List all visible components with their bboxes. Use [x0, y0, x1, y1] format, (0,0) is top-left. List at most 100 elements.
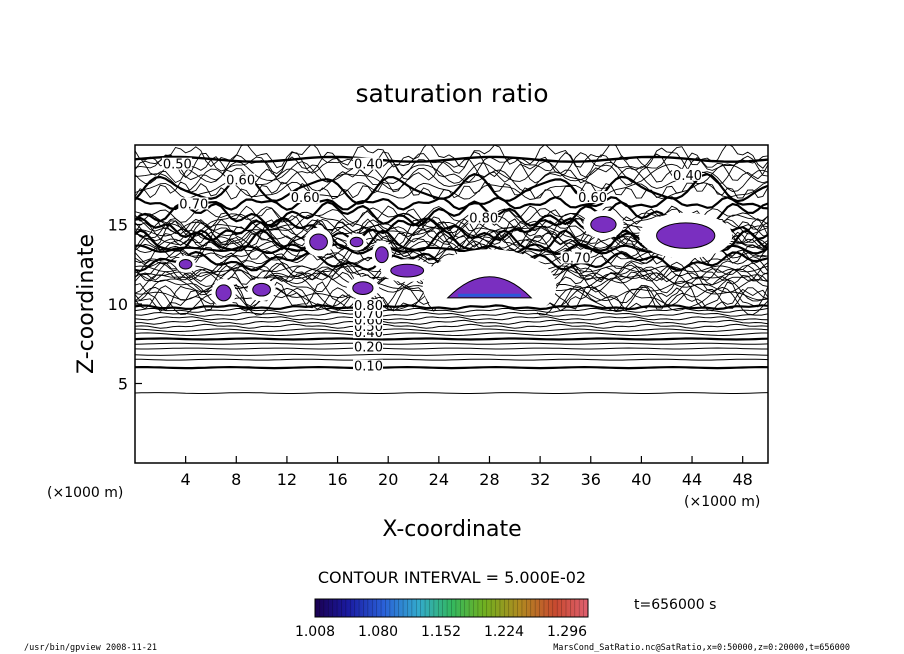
contour-label-10: 0.60: [291, 191, 320, 206]
footer-right: MarsCond_SatRatio.nc@SatRatio,x=0:50000,…: [553, 643, 850, 653]
supersaturated-region-2: [590, 216, 617, 233]
contour-line-upper-11: [135, 161, 768, 184]
x-tick-label-6: 28: [479, 470, 499, 489]
supersaturated-region-4: [352, 281, 374, 295]
x-tick-label-0: 4: [181, 470, 191, 489]
y-axis-ticks: 5 10 15: [108, 216, 142, 394]
y-tick-label-2: 15: [108, 216, 128, 235]
contour-label-bg-13: [577, 191, 608, 204]
y-tick-label-1: 10: [108, 295, 128, 314]
supersaturated-region-7: [309, 233, 328, 251]
contour-label-1: 0.20: [354, 341, 383, 356]
contour-line-upper-36: [135, 151, 768, 186]
contour-line-upper-39: [135, 206, 768, 224]
contour-line-upper-41: [135, 212, 768, 235]
colorbar-stripes: [314, 599, 589, 617]
colorbar-tick-label-1: 1.080: [358, 624, 398, 640]
x-tick-label-2: 12: [277, 470, 297, 489]
contour-line-flat-3: [135, 353, 768, 356]
x-axis-label: X-coordinate: [382, 517, 521, 542]
supersaturated-region-3: [390, 263, 425, 278]
contour-line-upper-1: [135, 156, 768, 184]
contour-lines-lower: [135, 304, 768, 394]
supersaturated-region-5: [252, 282, 271, 297]
contour-line-flat-4: [135, 347, 768, 350]
time-text: t=656000 s: [634, 597, 716, 613]
contour-label-11: 0.40: [354, 158, 383, 173]
contour-line-flat-5: [135, 342, 768, 345]
contour-label-bg-10: [289, 191, 320, 204]
contour-label-bg-7: [161, 157, 192, 170]
supersaturated-region-6: [215, 284, 232, 302]
contour-label-bg-12: [672, 168, 703, 181]
colorbar-tick-label-4: 1.296: [547, 624, 587, 640]
contour-line-flat-13: [135, 307, 768, 313]
x-tick-label-8: 36: [581, 470, 601, 489]
contour-label-6: 0.80: [354, 299, 383, 314]
contour-line-flat-9: [135, 323, 768, 329]
colorbar-tick-labels: 1.008 1.080 1.152 1.224 1.296: [295, 624, 587, 640]
x-tick-label-1: 8: [231, 470, 241, 489]
colorbar-tick-label-0: 1.008: [295, 624, 335, 640]
contour-line-flat-14: [135, 304, 768, 311]
x-axis-ticks: 4 8 12 16 20 24 28 32 36 40 44 48: [181, 456, 753, 489]
contour-label-bg-6: [353, 299, 384, 312]
contour-label-8: 0.60: [226, 174, 255, 189]
supersaturated-region-8: [375, 246, 389, 264]
plot-area: 0.100.200.400.500.600.700.800.500.600.70…: [135, 145, 768, 394]
x-tick-label-10: 44: [682, 470, 702, 489]
contour-line-flat-11: [135, 316, 768, 321]
x-unit-left: (×1000 m): [47, 485, 123, 501]
contour-label-12: 0.40: [673, 169, 702, 184]
contour-line-upper-25: [135, 151, 768, 179]
x-tick-label-5: 24: [429, 470, 449, 489]
contour-line-top: [135, 155, 768, 163]
contour-line-flat-0: [135, 392, 768, 394]
contour-line-flat-2: [135, 358, 768, 361]
y-axis-label: Z-coordinate: [74, 234, 99, 374]
x-tick-label-11: 48: [733, 470, 753, 489]
contour-label-9: 0.70: [179, 197, 208, 212]
supersaturated-region-9: [178, 258, 193, 270]
contour-labels: 0.100.200.400.500.600.700.800.500.600.70…: [161, 157, 703, 375]
contour-line-flat-6: [135, 337, 768, 341]
supersaturated-region-1: [656, 222, 716, 249]
contour-line-flat-1: [135, 365, 768, 370]
contour-label-0: 0.10: [354, 360, 383, 375]
contour-line-upper-33: [135, 181, 768, 200]
contour-line-flat-10: [135, 319, 768, 325]
contour-label-bg-14: [468, 211, 499, 224]
contour-line-flat-12: [135, 311, 768, 317]
supersaturated-region-0: [446, 276, 533, 299]
contour-line-upper-38: [135, 245, 768, 265]
contour-label-bg-11: [353, 157, 384, 170]
x-tick-label-4: 20: [378, 470, 398, 489]
y-tick-label-0: 5: [118, 375, 128, 394]
supersaturated-region-10: [349, 236, 364, 248]
x-tick-label-9: 40: [631, 470, 651, 489]
contour-label-15: 0.70: [562, 251, 591, 266]
contour-line-flat-8: [135, 328, 768, 332]
contour-line-flat-7: [135, 332, 768, 337]
footer-left: /usr/bin/gpview 2008-11-21: [24, 643, 157, 653]
supersaturated-regions: [175, 210, 733, 324]
contour-label-bg-9: [178, 197, 209, 210]
contour-line-upper-26: [135, 145, 768, 169]
contour-interval-text: CONTOUR INTERVAL = 5.000E-02: [318, 568, 586, 587]
contour-label-bg-8: [225, 173, 256, 186]
contour-label-7: 0.50: [163, 158, 192, 173]
x-unit-right: (×1000 m): [684, 494, 760, 510]
contour-label-bg-0: [353, 359, 384, 372]
colorbar-tick-label-2: 1.152: [421, 624, 461, 640]
colorbar: 1.008 1.080 1.152 1.224 1.296: [295, 598, 589, 640]
contour-label-bg-15: [560, 251, 591, 264]
contour-label-14: 0.80: [469, 212, 498, 227]
colorbar-gradient: [314, 598, 589, 618]
chart-title: saturation ratio: [355, 79, 548, 108]
x-tick-label-3: 16: [327, 470, 347, 489]
contour-label-13: 0.60: [578, 191, 607, 206]
supersaturated-core: [458, 293, 521, 297]
contour-line-upper-28: [135, 196, 768, 211]
contour-label-bg-1: [353, 340, 384, 353]
